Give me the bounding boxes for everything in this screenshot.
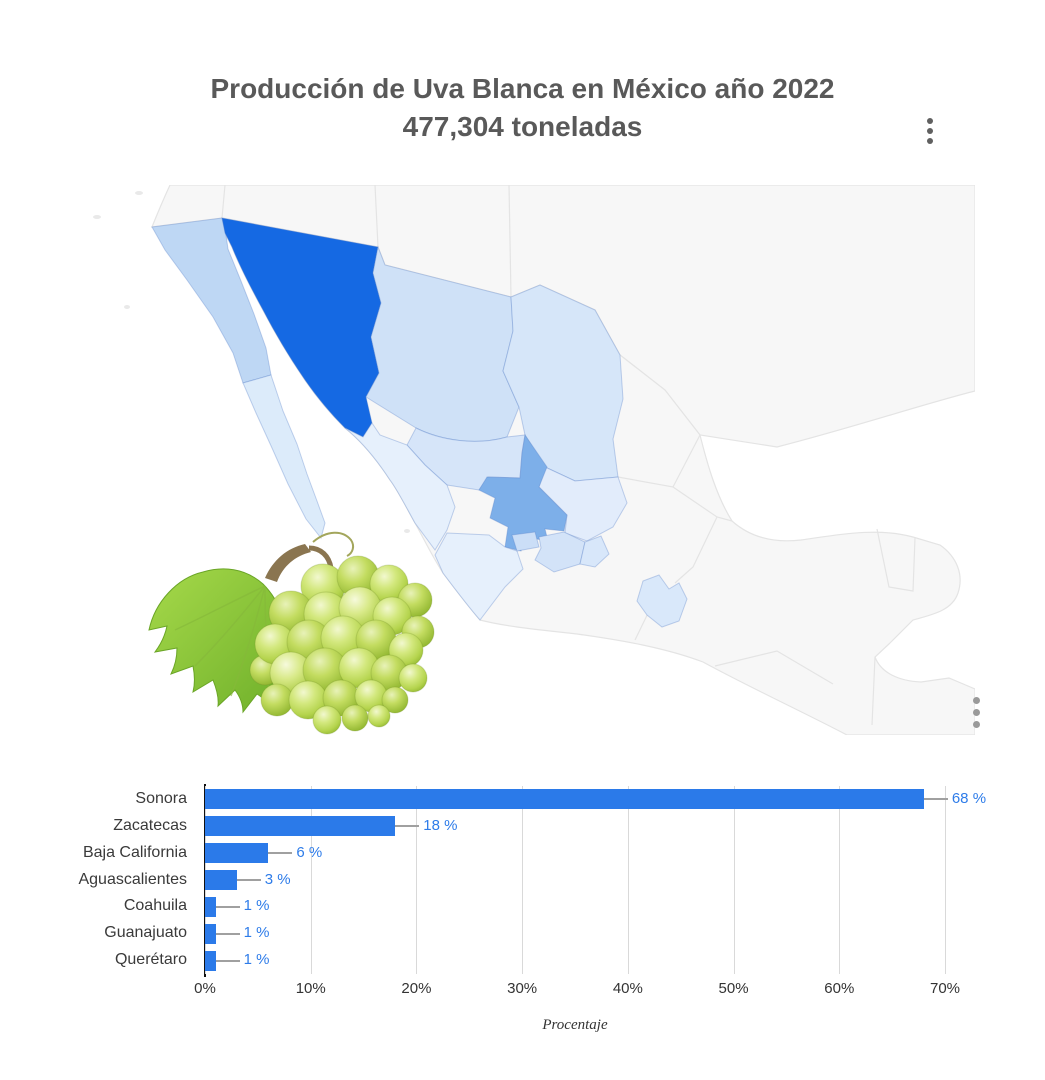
leader-line: [215, 905, 240, 908]
gridline: [416, 786, 418, 974]
map-state-zacatecas[interactable]: [478, 433, 568, 552]
x-tick-label: 20%: [401, 980, 432, 997]
gridline: [733, 786, 735, 974]
map-state-aguascalientes[interactable]: [511, 531, 540, 552]
map-state-durango[interactable]: [406, 427, 526, 491]
chart-title: Producción de Uva Blanca en México año 2…: [0, 70, 1045, 146]
kebab-menu-icon[interactable]: [922, 114, 938, 148]
leader-line: [395, 825, 420, 828]
map-usa-land: [151, 185, 975, 448]
usa-state-border: [508, 185, 512, 298]
grape-berries: [249, 555, 435, 735]
leader-line: [215, 932, 240, 935]
x-tick-label: 10%: [295, 980, 326, 997]
category-label: Guanajuato: [104, 924, 187, 942]
title-line-2: 477,304 toneladas: [402, 111, 643, 142]
category-label: Aguascalientes: [78, 870, 187, 888]
value-label: 1 %: [243, 897, 270, 915]
map-state-sinaloa[interactable]: [344, 422, 456, 551]
x-tick-label: 70%: [929, 980, 961, 997]
gridline: [310, 786, 312, 974]
value-label: 68 %: [951, 790, 987, 807]
map-state-puebla[interactable]: [636, 574, 688, 628]
map-state-baja-california-sur[interactable]: [242, 374, 326, 540]
category-label: Zacatecas: [113, 816, 187, 834]
map-state-baja-california[interactable]: [151, 217, 272, 384]
leader-line: [236, 879, 261, 881]
usa-state-border: [374, 185, 379, 248]
bar-zacatecas[interactable]: [205, 816, 396, 837]
category-label: Baja California: [82, 843, 187, 861]
x-tick-label: 0%: [194, 980, 216, 997]
bar-baja-california[interactable]: [205, 843, 269, 864]
value-label: 18 %: [423, 816, 458, 834]
title-line-1: Producción de Uva Blanca en México año 2…: [210, 73, 835, 104]
value-label: 6 %: [296, 843, 323, 861]
bar-chart: Sonora Zacatecas Baja California Aguascalie…: [0, 784, 1045, 1076]
x-tick-label: 30%: [507, 980, 538, 997]
category-label: Querétaro: [114, 951, 187, 969]
bar-plot: 68 % 18 % 6 % 3 % 1 % 1 % 1 %: [204, 784, 986, 977]
value-label: 1 %: [243, 924, 270, 942]
value-label: 1 %: [243, 951, 270, 969]
category-label: Sonora: [135, 790, 187, 807]
gridline: [627, 786, 629, 974]
gridline: [945, 786, 946, 974]
map-kebab-menu-icon[interactable]: [968, 692, 984, 733]
map-state-queretaro[interactable]: [579, 535, 610, 568]
x-axis-title-text: Procentaje: [542, 1017, 608, 1033]
bar-coahuila[interactable]: [205, 896, 216, 917]
x-tick-label: 60%: [824, 980, 855, 997]
bar-aguascalientes[interactable]: [205, 870, 237, 890]
leader-line: [268, 852, 293, 855]
value-label: 3 %: [264, 870, 291, 888]
gridline: [522, 786, 524, 974]
usa-state-border: [221, 185, 226, 219]
bar-sonora[interactable]: [205, 789, 924, 810]
x-axis-title: Procentaje: [205, 1016, 945, 1034]
grape-stem: [265, 544, 311, 582]
grape-tendril: [312, 531, 355, 557]
x-ticks: 0% 10% 20% 30% 40% 50% 60% 70%: [0, 980, 1045, 1002]
map-state-guanajuato[interactable]: [534, 531, 586, 573]
x-tick-label: 50%: [718, 980, 749, 997]
islands: [93, 191, 410, 533]
green-grapes-image: [115, 520, 445, 740]
leader-line: [923, 798, 948, 801]
bar-guanajuato[interactable]: [205, 923, 216, 944]
leader-line: [215, 959, 240, 962]
x-tick-label: 40%: [612, 980, 643, 997]
bar-queretaro[interactable]: [205, 950, 216, 971]
category-labels: Sonora Zacatecas Baja California Aguascalie…: [0, 786, 197, 974]
category-label: Coahuila: [123, 897, 187, 915]
gridline: [839, 786, 841, 974]
